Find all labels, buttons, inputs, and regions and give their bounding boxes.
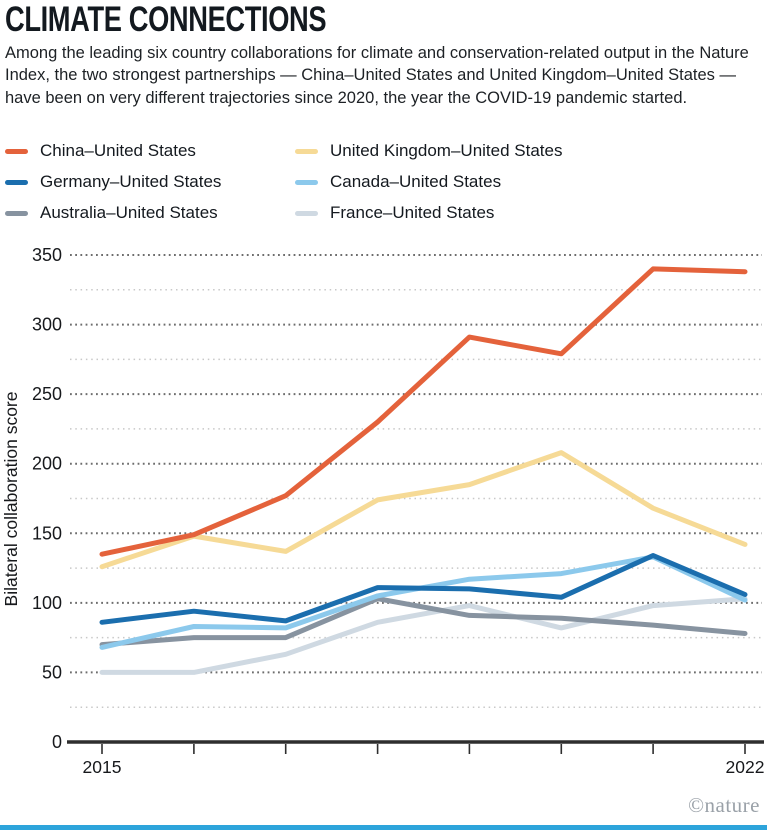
svg-text:2022: 2022 <box>726 757 765 777</box>
legend-swatch-icon <box>5 210 28 216</box>
page-title: CLIMATE CONNECTIONS <box>5 0 767 39</box>
legend-label: United Kingdom–United States <box>330 141 563 160</box>
legend-item-china-us: China–United States <box>5 141 295 161</box>
legend-swatch-icon <box>295 148 318 154</box>
svg-text:100: 100 <box>32 593 62 613</box>
legend-label: Germany–United States <box>40 172 222 191</box>
legend-item-france-us: France–United States <box>295 203 562 223</box>
chart-subtitle: Among the leading six country collaborat… <box>5 44 749 107</box>
svg-text:Bilateral collaboration score: Bilateral collaboration score <box>1 392 21 607</box>
bottom-accent-bar <box>0 825 767 830</box>
legend-label: France–United States <box>330 203 495 222</box>
legend-label: Canada–United States <box>330 172 502 191</box>
page-title-text: CLIMATE CONNECTIONS <box>5 0 327 39</box>
nature-credit: ©nature <box>688 793 760 817</box>
legend-swatch-icon <box>295 179 318 185</box>
svg-text:0: 0 <box>52 732 62 752</box>
legend-item-australia-us: Australia–United States <box>5 203 295 223</box>
svg-text:350: 350 <box>32 245 62 265</box>
svg-text:50: 50 <box>42 662 62 682</box>
legend-label: Australia–United States <box>40 203 218 222</box>
legend-item-germany-us: Germany–United States <box>5 172 295 192</box>
legend-item-canada-us: Canada–United States <box>295 172 562 192</box>
svg-text:300: 300 <box>32 315 62 335</box>
svg-text:2015: 2015 <box>83 757 122 777</box>
legend-swatch-icon <box>5 179 28 185</box>
legend-swatch-icon <box>295 210 318 216</box>
svg-text:150: 150 <box>32 523 62 543</box>
svg-text:200: 200 <box>32 454 62 474</box>
legend-swatch-icon <box>5 148 28 154</box>
legend-label: China–United States <box>40 141 196 160</box>
chart-legend: China–United States United Kingdom–Unite… <box>5 141 562 223</box>
svg-text:250: 250 <box>32 384 62 404</box>
legend-item-uk-us: United Kingdom–United States <box>295 141 562 161</box>
